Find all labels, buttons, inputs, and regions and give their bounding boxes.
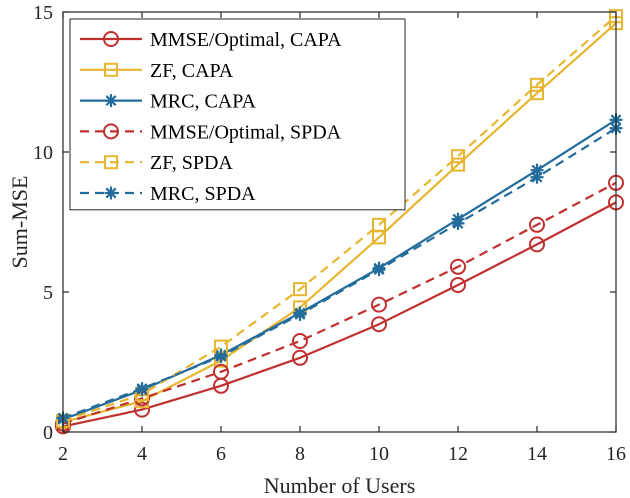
legend-label: ZF, SPDA	[150, 152, 233, 174]
x-tick-label: 12	[448, 443, 468, 465]
data-point-4-7	[529, 216, 545, 233]
data-point-6-6	[451, 216, 465, 230]
data-point-4-6	[450, 258, 466, 275]
legend-marker	[104, 155, 118, 170]
axes-box	[62, 11, 617, 433]
data-point-5-7	[530, 77, 544, 92]
legend-marker	[104, 186, 118, 200]
x-tick-label: 16	[606, 443, 626, 465]
data-point-1-7	[529, 236, 545, 253]
legend-entry-5: ZF, SPDA	[80, 152, 233, 174]
legend-entry-2: ZF, CAPA	[80, 60, 234, 82]
data-point-4-3	[213, 363, 229, 380]
legend-label: MMSE/Optimal, SPDA	[150, 121, 342, 143]
legend-marker	[104, 94, 118, 108]
data-point-6-3	[214, 349, 228, 363]
data-point-6-4	[293, 307, 307, 321]
legend-marker	[103, 123, 119, 140]
series-line-6	[62, 127, 617, 420]
data-point-5-6	[451, 149, 465, 164]
data-point-2-6	[451, 157, 465, 172]
data-point-1-2	[134, 401, 150, 418]
y-tick-label: 0	[43, 422, 53, 444]
legend-entry-1: MMSE/Optimal, CAPA	[80, 29, 342, 51]
series-line-4	[62, 181, 617, 425]
y-axis-label: Sum-MSE	[7, 176, 32, 269]
x-tick-label: 4	[137, 443, 147, 465]
legend-marker	[103, 31, 119, 47]
data-point-6-2	[135, 382, 149, 396]
x-tick-label: 6	[216, 443, 226, 465]
data-point-5-5	[372, 217, 386, 232]
data-point-2-7	[530, 86, 544, 101]
data-point-1-5	[371, 316, 387, 333]
x-tick-label: 10	[369, 443, 389, 465]
axes: 2 4 6 8 10 12 14 16 0 5 10 15	[33, 2, 626, 465]
legend: MMSE/Optimal, CAPA ZF, CAPA MRC, CAPA MMSE/…	[69, 18, 406, 211]
legend-label: ZF, CAPA	[150, 60, 234, 82]
series-line-1	[62, 201, 617, 428]
data-point-4-4	[292, 333, 308, 349]
data-point-1-4	[292, 349, 308, 366]
y-tick-label: 10	[33, 142, 53, 164]
series-line-5	[62, 15, 617, 422]
y-tick-label: 15	[33, 2, 53, 24]
data-point-5-4	[293, 282, 307, 297]
legend-label: MMSE/Optimal, CAPA	[150, 29, 342, 51]
data-point-4-5	[371, 296, 387, 313]
y-tick-label: 5	[43, 282, 53, 304]
x-tick-label: 2	[58, 443, 68, 465]
legend-entry-4: MMSE/Optimal, SPDA	[80, 121, 342, 143]
legend-label: MRC, CAPA	[150, 91, 257, 113]
x-tick-label: 8	[295, 443, 305, 465]
x-axis-label: Number of Users	[264, 473, 416, 498]
data-point-6-7	[530, 170, 544, 184]
legend-entry-6: MRC, SPDA	[80, 183, 256, 205]
data-point-6-5	[372, 263, 386, 277]
legend-label: MRC, SPDA	[150, 183, 256, 205]
legend-entry-3: MRC, CAPA	[80, 91, 257, 113]
legend-marker	[104, 62, 118, 77]
data-point-1-6	[450, 277, 466, 293]
legend-box	[69, 18, 406, 211]
x-tick-label: 14	[527, 443, 547, 465]
